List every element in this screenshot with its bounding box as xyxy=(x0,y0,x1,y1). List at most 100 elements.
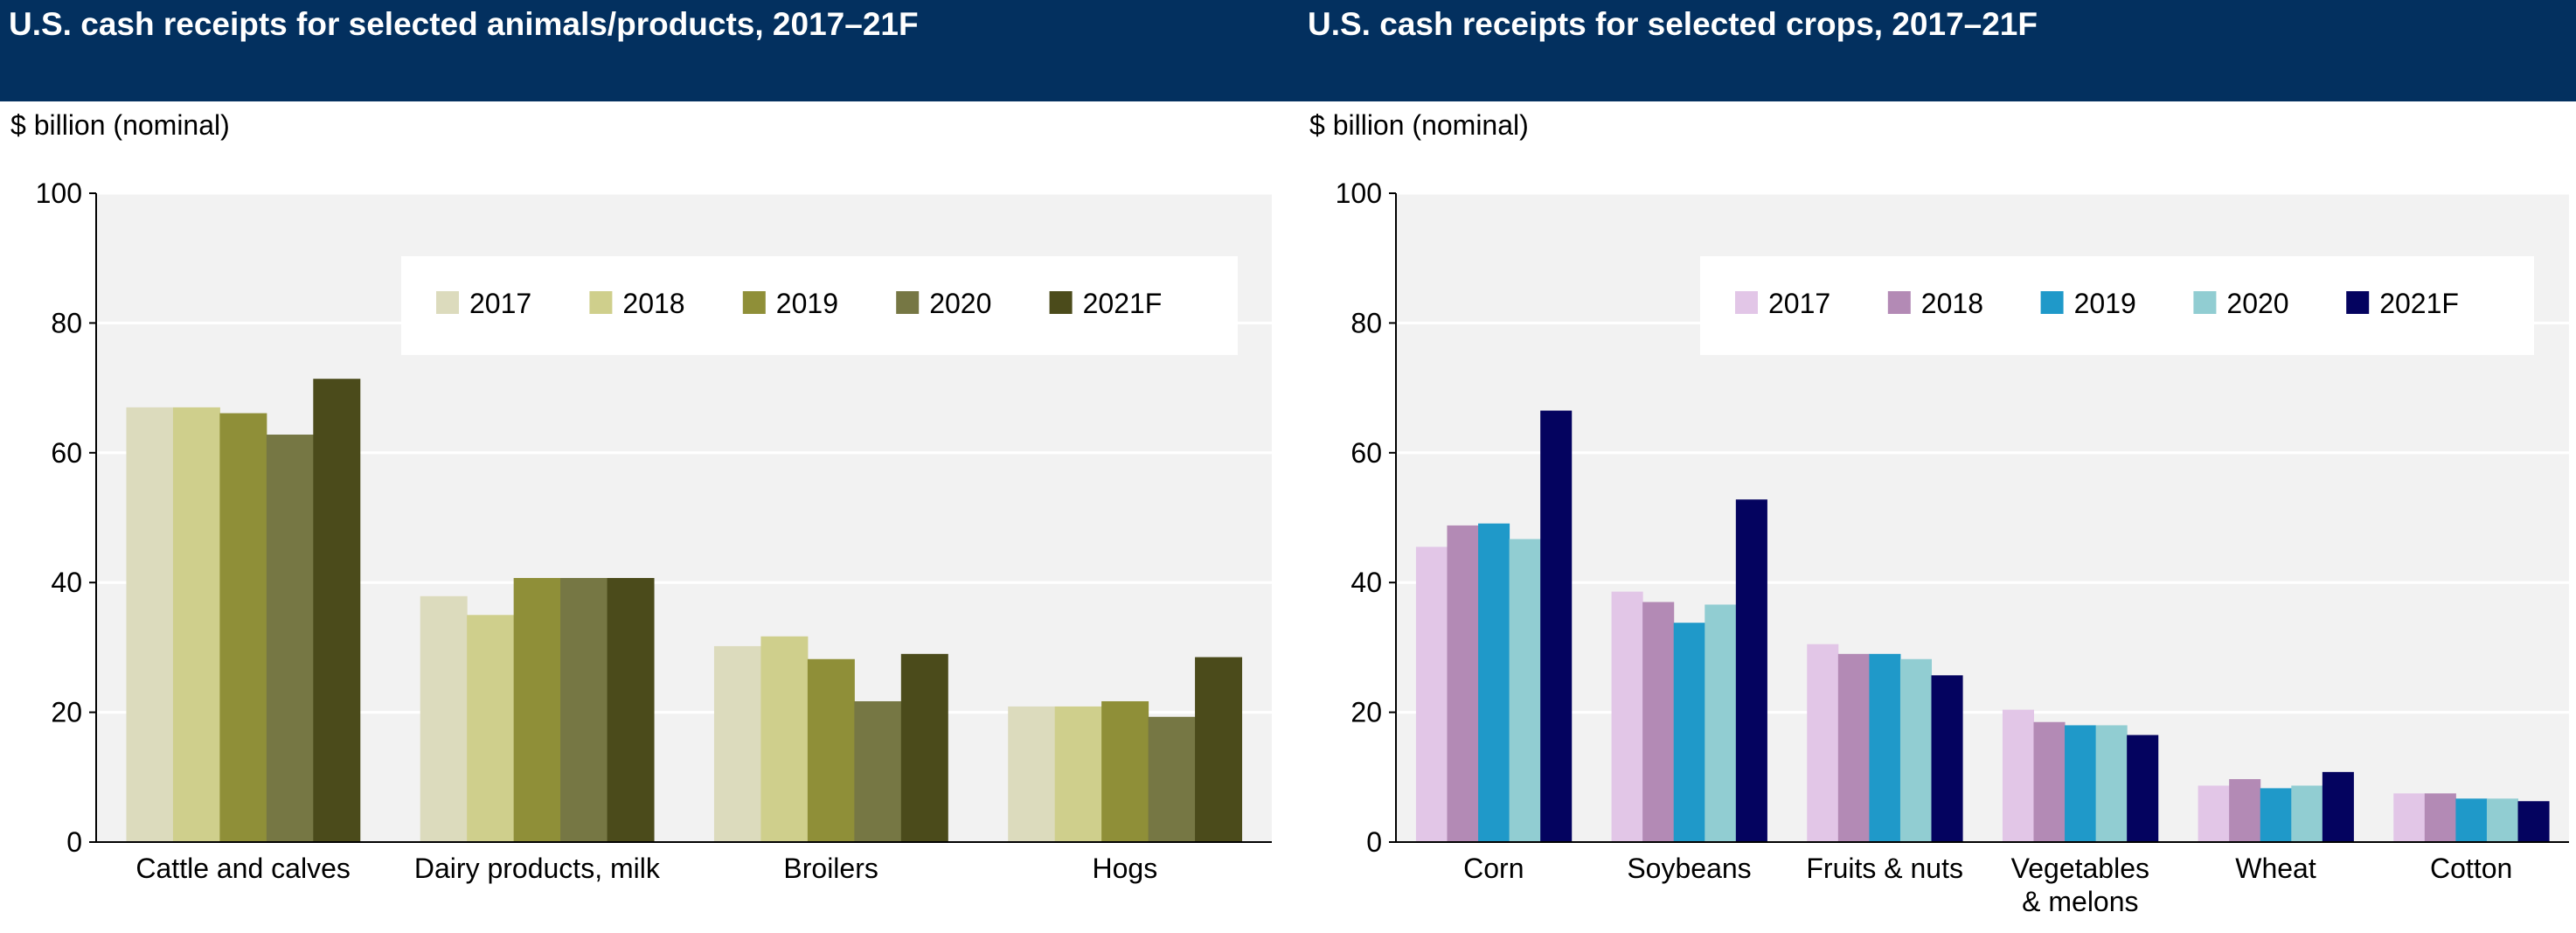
bar-2017-3 xyxy=(1008,706,1056,842)
bar-2021F-2 xyxy=(1931,675,1963,842)
y-tick-label: 60 xyxy=(51,437,82,469)
legend: 2017 2018 2019 2020 2021F xyxy=(401,256,1238,355)
y-axis-unit-label: $ billion (nominal) xyxy=(1309,109,1529,141)
bar-2019-4 xyxy=(2260,788,2292,842)
y-tick-label: 100 xyxy=(36,178,82,209)
y-tick-label: 60 xyxy=(1350,437,1382,469)
bar-2017-5 xyxy=(2393,793,2426,842)
y-tick-label: 80 xyxy=(1350,307,1382,338)
bar-2018-3 xyxy=(1054,706,1102,842)
legend-label-2020: 2020 xyxy=(929,288,991,319)
legend-box xyxy=(1700,256,2534,355)
bar-2021F-5 xyxy=(2517,801,2550,842)
bar-2020-5 xyxy=(2486,798,2519,842)
bar-2020-4 xyxy=(2291,785,2323,842)
bar-2020-3 xyxy=(1148,716,1196,842)
legend-swatch-2018 xyxy=(1887,291,1911,314)
bar-2017-1 xyxy=(420,595,468,842)
bar-2021F-1 xyxy=(1735,499,1767,842)
x-category-label-line: Dairy products, milk xyxy=(414,853,661,884)
legend-swatch-2021F xyxy=(1049,291,1073,314)
bar-2017-1 xyxy=(1611,591,1643,842)
bar-2018-3 xyxy=(2033,721,2066,842)
bar-2020-1 xyxy=(1705,604,1737,842)
y-tick-label: 80 xyxy=(51,307,82,338)
bar-2018-4 xyxy=(2229,779,2261,842)
bar-2017-4 xyxy=(2198,785,2230,842)
bar-2020-0 xyxy=(266,435,314,842)
bar-2020-0 xyxy=(1509,539,1541,842)
bar-2021F-2 xyxy=(900,653,948,842)
bar-2017-2 xyxy=(713,645,761,842)
y-tick-label: 100 xyxy=(1336,178,1382,209)
x-category-label-line: Fruits & nuts xyxy=(1806,853,1963,884)
y-tick-label: 40 xyxy=(51,567,82,598)
legend-label-2018: 2018 xyxy=(622,288,684,319)
bar-2018-2 xyxy=(760,636,809,842)
chart-panel-1: U.S. cash receipts for selected animals/… xyxy=(0,0,1285,884)
x-category-label: Dairy products, milk xyxy=(414,853,661,884)
bar-2019-1 xyxy=(1673,623,1705,842)
x-category-label-line: Hogs xyxy=(1093,853,1158,884)
x-category-label: Wheat xyxy=(2235,853,2316,884)
bar-2017-2 xyxy=(1807,644,1839,842)
bar-2019-1 xyxy=(513,578,561,842)
legend-swatch-2021F xyxy=(2346,291,2370,314)
x-category-label-line: Corn xyxy=(1463,853,1524,884)
bar-2019-5 xyxy=(2455,798,2488,842)
y-tick-label: 20 xyxy=(51,697,82,728)
y-axis-unit-label: $ billion (nominal) xyxy=(10,109,230,141)
legend-swatch-2020 xyxy=(896,291,920,314)
bar-2020-2 xyxy=(1899,658,1933,842)
bar-2018-5 xyxy=(2424,793,2456,842)
legend-label-2017: 2017 xyxy=(1768,288,1830,319)
bar-2017-3 xyxy=(2002,709,2034,842)
bar-2018-0 xyxy=(1447,525,1479,842)
legend-swatch-2020 xyxy=(2193,291,2217,314)
legend-box xyxy=(401,256,1238,355)
bar-2019-2 xyxy=(1869,653,1901,842)
bar-2019-0 xyxy=(1478,523,1510,842)
bar-2021F-4 xyxy=(2322,771,2354,842)
bar-2020-3 xyxy=(2095,725,2128,842)
chart-title: U.S. cash receipts for selected animals/… xyxy=(9,6,919,42)
bar-2017-0 xyxy=(126,407,174,842)
legend-label-2021F: 2021F xyxy=(2379,288,2459,319)
x-category-label-line: Vegetables xyxy=(2011,853,2149,884)
bar-2021F-3 xyxy=(2127,735,2159,842)
bar-2018-2 xyxy=(1837,653,1870,842)
x-category-label-line: & melons xyxy=(2022,886,2138,917)
legend-label-2019: 2019 xyxy=(2074,288,2136,319)
legend-swatch-2019 xyxy=(742,291,766,314)
legend-swatch-2018 xyxy=(589,291,613,314)
legend-label-2018: 2018 xyxy=(1921,288,1983,319)
legend-label-2021F: 2021F xyxy=(1083,288,1163,319)
bar-2021F-1 xyxy=(607,578,655,842)
bar-2019-0 xyxy=(219,413,267,842)
bar-2018-1 xyxy=(1642,602,1675,842)
bar-2018-0 xyxy=(172,407,220,842)
x-category-label-line: Cotton xyxy=(2430,853,2512,884)
bar-2019-2 xyxy=(807,658,855,842)
x-category-label-line: Cattle and calves xyxy=(135,853,350,884)
legend-label-2019: 2019 xyxy=(776,288,838,319)
legend-swatch-2017 xyxy=(1735,291,1758,314)
legend: 2017 2018 2019 2020 2021F xyxy=(1700,256,2534,355)
bar-2019-3 xyxy=(1101,700,1149,842)
x-category-label: Soybeans xyxy=(1627,853,1751,884)
x-category-label: Hogs xyxy=(1093,853,1158,884)
x-category-label-line: Soybeans xyxy=(1627,853,1751,884)
y-tick-label: 40 xyxy=(1350,567,1382,598)
x-category-label-line: Wheat xyxy=(2235,853,2316,884)
y-tick-label: 0 xyxy=(1366,826,1382,858)
bar-2021F-0 xyxy=(1540,410,1573,842)
legend-label-2020: 2020 xyxy=(2226,288,2288,319)
bar-2020-2 xyxy=(854,700,902,842)
legend-swatch-2017 xyxy=(436,291,459,314)
x-category-label-line: Broilers xyxy=(783,853,878,884)
bar-2019-3 xyxy=(2065,725,2097,842)
x-category-label: Broilers xyxy=(783,853,878,884)
x-category-label: Cattle and calves xyxy=(135,853,350,884)
title-bar xyxy=(1285,0,2576,101)
